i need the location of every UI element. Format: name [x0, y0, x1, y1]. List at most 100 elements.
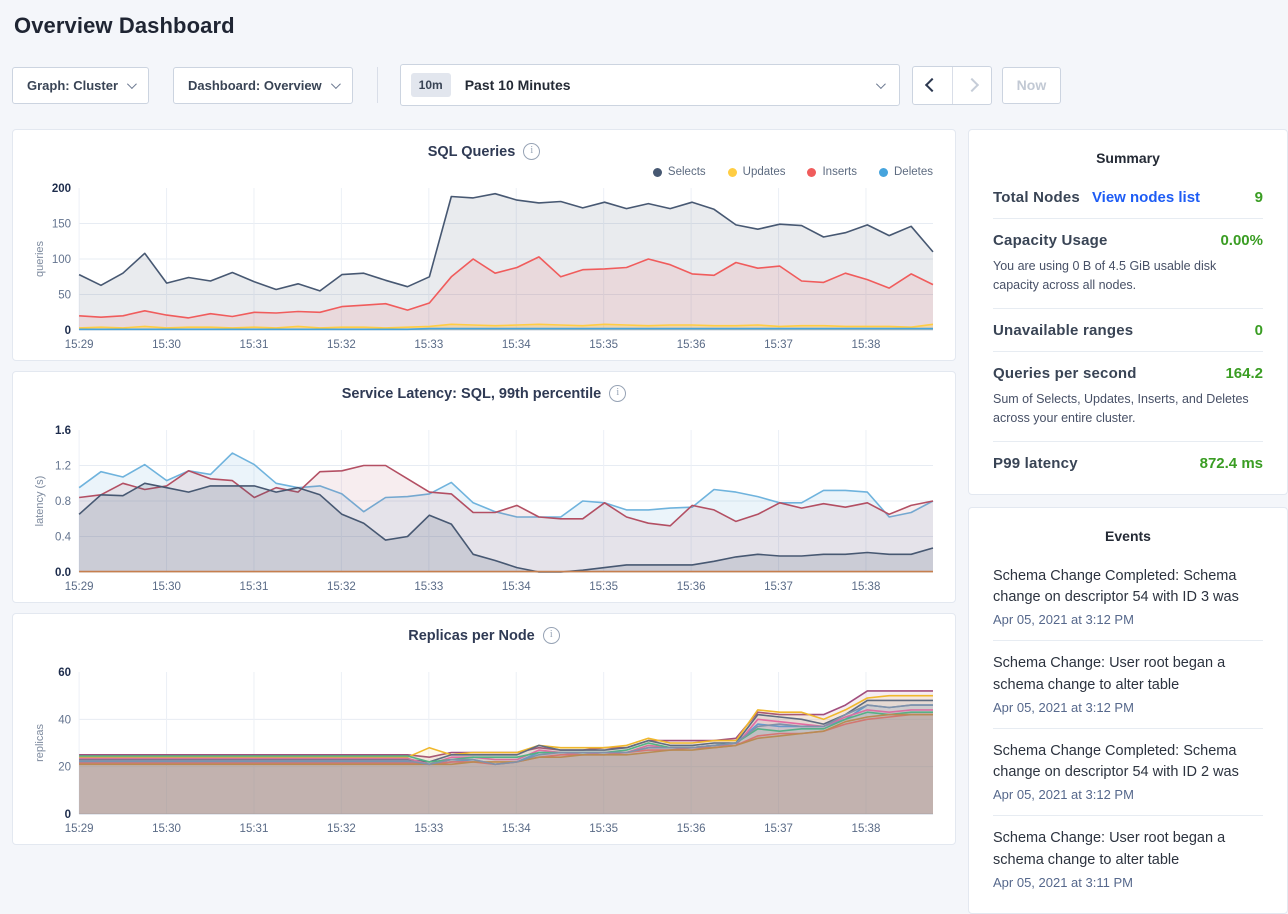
- chart-title: Replicas per Node: [408, 627, 535, 644]
- summary-panel: Summary Total Nodes View nodes list 9 Capac…: [968, 129, 1288, 495]
- svg-text:queries: queries: [34, 240, 46, 277]
- svg-text:15:32: 15:32: [327, 339, 356, 351]
- replicas-per-node-card: Replicas per Node i 0 20 40 60 15:29 15:30 15:31…: [12, 613, 956, 845]
- svg-text:replicas: replicas: [34, 724, 46, 762]
- chart-legend: Selects Updates Inserts Deletes: [29, 162, 939, 182]
- events-title: Events: [1105, 527, 1151, 544]
- svg-text:0.8: 0.8: [55, 496, 71, 508]
- event-item: Schema Change: User root began a schema …: [993, 816, 1263, 903]
- svg-text:15:38: 15:38: [852, 823, 881, 835]
- divider: [993, 815, 1263, 816]
- replicas-per-node-chart[interactable]: 0 20 40 60 15:29 15:30 15:31 15:32 15:33 15:34 15:…: [29, 666, 939, 838]
- event-message: Schema Change Completed: Schema change o…: [993, 567, 1239, 606]
- legend-item-deletes: Deletes: [879, 166, 933, 178]
- svg-text:100: 100: [52, 254, 71, 266]
- chart-title: Service Latency: SQL, 99th percentile: [341, 385, 602, 402]
- summary-row: Total Nodes View nodes list 9: [993, 176, 1263, 218]
- time-range-label: Past 10 Minutes: [464, 77, 571, 93]
- divider: [993, 350, 1263, 352]
- svg-text:15:35: 15:35: [589, 339, 618, 351]
- svg-text:150: 150: [52, 219, 71, 231]
- svg-text:15:29: 15:29: [65, 823, 94, 835]
- svg-text:15:38: 15:38: [852, 581, 881, 593]
- toolbar-divider: [376, 67, 378, 103]
- dashboard-dropdown-label: Dashboard: Overview: [188, 77, 322, 93]
- charts-column: SQL Queries i Selects Updates Inserts Deletes…: [12, 129, 956, 845]
- svg-text:15:34: 15:34: [502, 581, 531, 593]
- event-timestamp: Apr 05, 2021 at 3:11 PM: [993, 874, 1133, 890]
- event-timestamp: Apr 05, 2021 at 3:12 PM: [993, 612, 1134, 627]
- svg-text:15:37: 15:37: [764, 339, 793, 351]
- svg-text:0: 0: [65, 809, 71, 821]
- svg-text:20: 20: [58, 762, 71, 774]
- summary-row: Unavailable ranges 0: [993, 309, 1263, 351]
- summary-row: Capacity Usage 0.00% You are using 0 B of …: [993, 219, 1263, 308]
- legend-dot: [807, 167, 817, 177]
- info-icon[interactable]: i: [542, 627, 560, 644]
- svg-text:1.6: 1.6: [55, 425, 71, 437]
- legend-item-updates: Updates: [727, 166, 786, 178]
- svg-text:0.4: 0.4: [55, 532, 72, 544]
- service-latency-card: Service Latency: SQL, 99th percentile i 0.…: [12, 371, 956, 603]
- legend-dot: [727, 167, 737, 177]
- service-latency-chart[interactable]: 0.0 0.4 0.8 1.2 1.6 15:29 15:30 15:31 15:32 15:33…: [29, 424, 939, 596]
- svg-text:latency (s): latency (s): [34, 476, 46, 527]
- svg-text:15:36: 15:36: [677, 339, 706, 351]
- svg-text:0: 0: [65, 325, 71, 337]
- svg-text:40: 40: [58, 714, 71, 726]
- event-item: Schema Change Completed: Schema change o…: [993, 554, 1263, 641]
- sql-queries-chart[interactable]: 0 50 100 150 200 15:29 15:30 15:31 15:32 15:33 15:…: [29, 182, 939, 354]
- summary-value: 9: [1254, 189, 1263, 206]
- svg-text:15:33: 15:33: [414, 581, 443, 593]
- svg-text:15:34: 15:34: [502, 339, 531, 351]
- info-icon[interactable]: i: [609, 385, 627, 402]
- summary-row: Queries per second 164.2 Sum of Selects, U…: [993, 352, 1263, 441]
- svg-text:15:38: 15:38: [852, 339, 881, 351]
- legend-label: Deletes: [894, 166, 933, 178]
- summary-label: P99 latency: [993, 454, 1078, 472]
- chart-title: SQL Queries: [427, 143, 516, 160]
- time-range-picker[interactable]: 10m Past 10 Minutes: [399, 64, 900, 106]
- event-item: Schema Change: User root began a schema …: [993, 641, 1263, 728]
- toolbar: Graph: Cluster Dashboard: Overview 10m P…: [0, 63, 1288, 107]
- time-next-button[interactable]: [951, 66, 991, 104]
- event-timestamp: Apr 05, 2021 at 3:12 PM: [993, 787, 1134, 802]
- svg-text:15:33: 15:33: [414, 339, 443, 351]
- time-prev-button[interactable]: [913, 67, 952, 104]
- legend-dot: [879, 167, 888, 177]
- summary-value: 872.4 ms: [1199, 454, 1263, 472]
- event-message: Schema Change Completed: Schema change o…: [993, 742, 1239, 781]
- svg-text:15:36: 15:36: [677, 823, 706, 835]
- divider: [993, 218, 1263, 219]
- legend-item-selects: Selects: [652, 166, 706, 178]
- svg-text:15:31: 15:31: [240, 339, 269, 351]
- divider: [993, 640, 1263, 641]
- svg-text:50: 50: [58, 290, 71, 302]
- page-title: Overview Dashboard: [14, 13, 235, 38]
- legend-item-inserts: Inserts: [807, 166, 857, 178]
- legend-label: Updates: [742, 166, 786, 178]
- graph-dropdown-label: Graph: Cluster: [27, 77, 119, 93]
- svg-text:15:36: 15:36: [677, 581, 706, 593]
- now-button[interactable]: Now: [1001, 66, 1062, 104]
- event-message: Schema Change: User root began a schema …: [993, 830, 1226, 868]
- summary-description: Sum of Selects, Updates, Inserts, and De…: [993, 391, 1249, 426]
- svg-text:15:37: 15:37: [764, 823, 793, 835]
- svg-text:0.0: 0.0: [55, 567, 71, 579]
- view-nodes-link[interactable]: View nodes list: [1091, 189, 1201, 206]
- summary-value: 0: [1254, 321, 1263, 339]
- svg-text:15:31: 15:31: [240, 823, 269, 835]
- svg-text:15:31: 15:31: [240, 581, 269, 593]
- svg-text:60: 60: [58, 667, 71, 679]
- summary-title: Summary: [1096, 150, 1160, 166]
- dashboard-dropdown[interactable]: Dashboard: Overview: [173, 66, 353, 104]
- svg-text:15:30: 15:30: [152, 581, 181, 593]
- svg-text:15:35: 15:35: [589, 581, 618, 593]
- summary-label: Capacity Usage: [993, 232, 1108, 249]
- summary-value: 0.00%: [1220, 232, 1263, 249]
- svg-text:15:30: 15:30: [152, 823, 181, 835]
- chevron-down-icon: [330, 78, 341, 89]
- chevron-left-icon: [925, 77, 940, 93]
- graph-dropdown[interactable]: Graph: Cluster: [12, 66, 150, 104]
- info-icon[interactable]: i: [523, 143, 541, 160]
